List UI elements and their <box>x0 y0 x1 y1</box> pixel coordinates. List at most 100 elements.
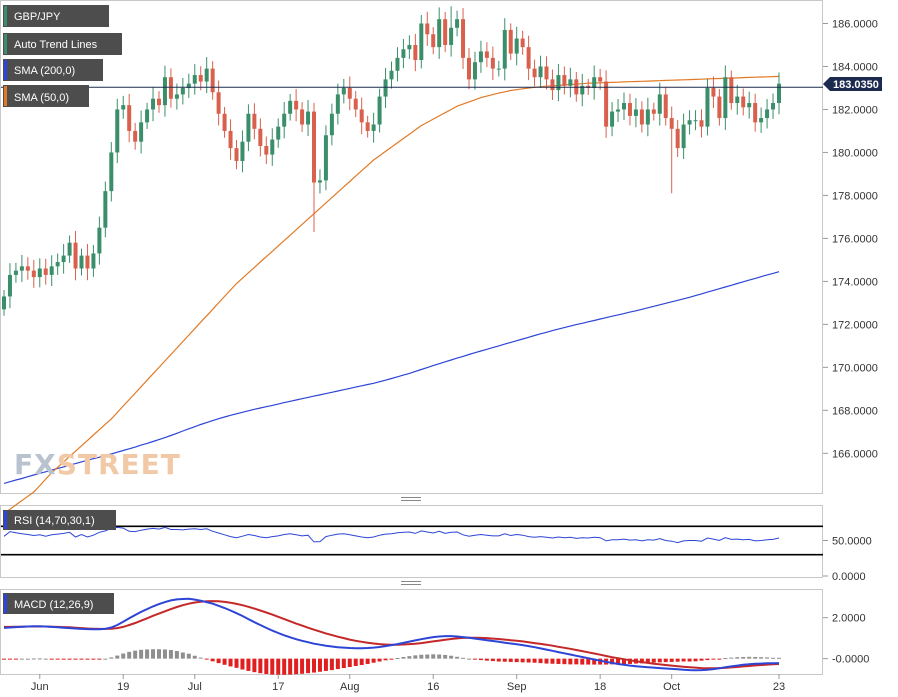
macd-histogram-bar <box>574 658 579 665</box>
candle-body <box>228 130 233 149</box>
y-tick-label: 176.0000 <box>832 233 878 245</box>
legend-sma200-button[interactable]: SMA (200,0) <box>3 59 103 81</box>
candle-body <box>562 75 567 86</box>
macd-histogram-bar <box>741 656 746 659</box>
y-tick-label: 166.0000 <box>832 448 878 460</box>
candle-body <box>210 68 215 93</box>
macd-histogram-bar <box>37 658 42 660</box>
macd-histogram-bar <box>133 650 138 659</box>
macd-histogram-bar <box>19 658 24 660</box>
candle-body <box>443 19 448 45</box>
macd-histogram-bar <box>538 658 543 664</box>
candle-body <box>13 270 18 275</box>
macd-histogram-bar <box>282 658 287 675</box>
x-tick-label: Sep <box>507 681 527 693</box>
macd-histogram-bar <box>288 658 293 675</box>
last-price-marker: 183.0350 <box>823 77 882 91</box>
candle-body <box>484 51 489 58</box>
candle-body <box>323 135 328 181</box>
macd-histogram-bar <box>711 658 716 660</box>
candle-body <box>85 255 90 269</box>
macd-histogram-bar <box>347 658 352 668</box>
candle-body <box>7 274 12 297</box>
x-tick-label: 16 <box>427 681 439 693</box>
svg-text:SMA (200,0): SMA (200,0) <box>14 65 75 77</box>
candle-body <box>341 87 346 95</box>
macd-histogram-bar <box>353 658 358 667</box>
macd-tick-label: 2.0000 <box>832 613 866 625</box>
macd-histogram-bar <box>759 657 764 659</box>
main-panel-frame <box>0 0 823 494</box>
legend-sma50-button[interactable]: SMA (50,0) <box>3 85 89 107</box>
macd-histogram-bar <box>472 658 477 660</box>
y-tick-label: 186.0000 <box>832 18 878 30</box>
candle-body <box>258 128 263 146</box>
candle-body <box>73 242 78 269</box>
macd-histogram-bar <box>43 658 48 660</box>
candle-body <box>19 266 24 271</box>
macd-histogram-bar <box>79 658 84 660</box>
candle-body <box>168 77 173 99</box>
macd-histogram-bar <box>300 658 305 674</box>
macd-histogram-bar <box>294 658 299 675</box>
macd-histogram-bar <box>61 658 66 660</box>
macd-histogram-bar <box>562 658 567 665</box>
candle-body <box>681 124 686 149</box>
candle-body <box>282 113 287 127</box>
candle-body <box>276 126 281 140</box>
macd-histogram-bar <box>31 658 36 660</box>
candle-body <box>31 270 36 278</box>
panel-resize-handle[interactable] <box>401 581 421 585</box>
x-tick-label: 19 <box>117 681 129 693</box>
macd-histogram-bar <box>663 658 668 663</box>
rsi-tick-label: 0.0000 <box>832 571 866 583</box>
candle-body <box>639 109 644 125</box>
candle-body <box>61 255 66 263</box>
candle-body <box>663 94 668 119</box>
candle-body <box>335 94 340 114</box>
legend-rsi-button[interactable]: RSI (14,70,30,1) <box>3 510 116 530</box>
candle-body <box>568 79 573 86</box>
macd-histogram-bar <box>586 658 591 665</box>
macd-histogram-bar <box>580 658 585 665</box>
candle-body <box>604 81 609 127</box>
legend-trend-lines-button[interactable]: Auto Trend Lines <box>3 33 122 55</box>
macd-histogram-bar <box>252 658 257 673</box>
candle-body <box>705 87 710 127</box>
candle-body <box>121 105 126 110</box>
macd-histogram-bar <box>735 657 740 659</box>
legend-symbol-button[interactable]: GBP/JPY <box>3 5 109 27</box>
legend-macd-button[interactable]: MACD (12,26,9) <box>3 593 114 614</box>
candle-body <box>496 68 501 70</box>
macd-histogram-bar <box>335 658 340 670</box>
candle-body <box>777 83 781 104</box>
candle-body <box>37 268 42 278</box>
candle-body <box>365 122 370 131</box>
candle-body <box>216 92 221 114</box>
candle-body <box>759 118 764 123</box>
candle-body <box>502 29 507 69</box>
macd-histogram-bar <box>657 658 662 663</box>
macd-histogram-bar <box>139 649 144 659</box>
candle-body <box>431 34 436 48</box>
macd-histogram-bar <box>532 658 537 663</box>
candle-body <box>741 96 746 108</box>
candle-body <box>425 23 430 35</box>
candle-body <box>79 255 84 269</box>
candle-body <box>288 100 293 114</box>
candle-body <box>711 87 716 97</box>
macd-histogram-bar <box>162 649 167 659</box>
panel-resize-handle[interactable] <box>401 497 421 501</box>
candle-body <box>103 191 108 228</box>
candle-body <box>407 44 412 50</box>
macd-histogram-bar <box>25 658 30 660</box>
macd-histogram-bar <box>13 658 18 660</box>
candle-body <box>234 148 239 162</box>
y-tick-label: 170.0000 <box>832 362 878 374</box>
macd-histogram-bar <box>157 649 161 659</box>
macd-histogram-bar <box>449 655 454 659</box>
macd-histogram-bar <box>2 658 6 660</box>
macd-histogram-bar <box>777 657 781 659</box>
macd-histogram-bar <box>490 658 495 662</box>
candle-body <box>735 96 740 104</box>
